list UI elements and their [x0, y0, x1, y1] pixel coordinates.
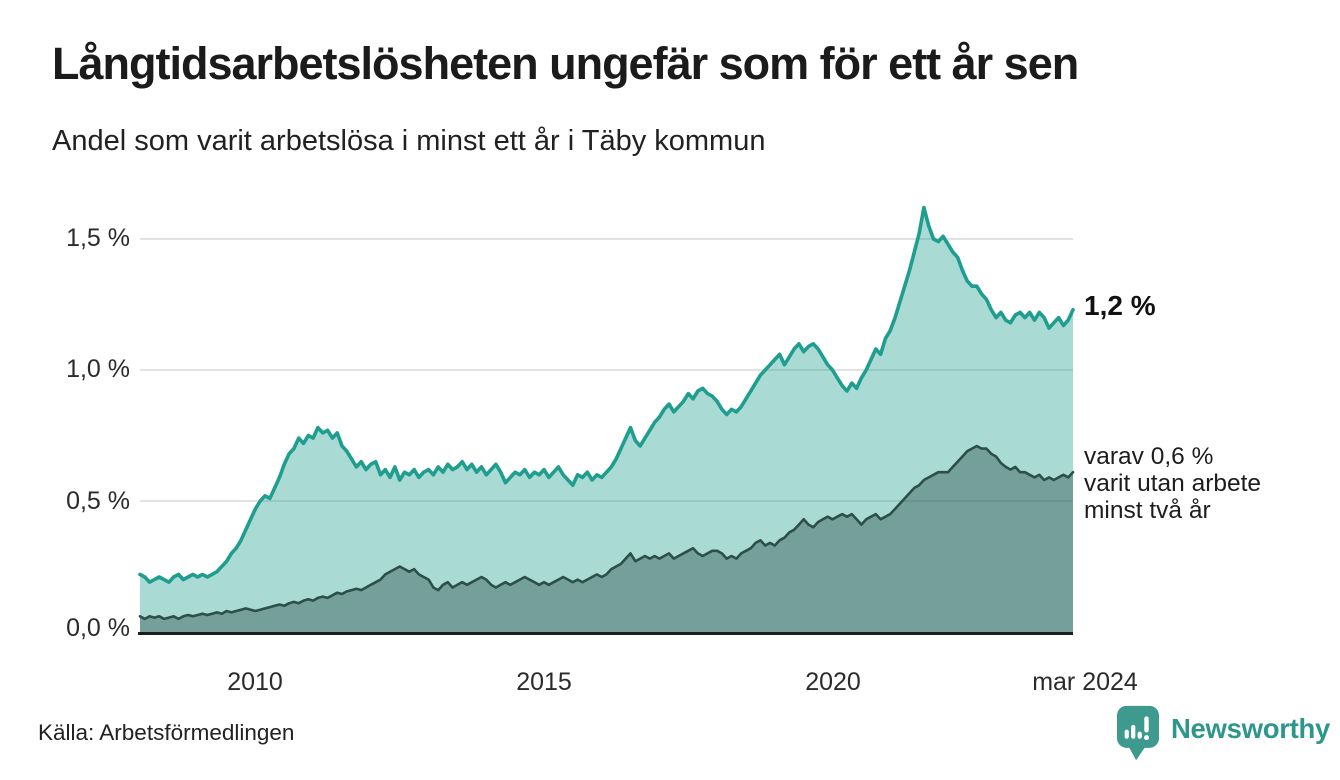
- y-axis-tick-05: 0,5 %: [66, 486, 130, 515]
- line-series-two-year: [138, 444, 1075, 621]
- secondary-series-annotation: varav 0,6 % varit utan arbete minst två …: [1084, 443, 1261, 524]
- x-axis-tick-2015: 2015: [516, 668, 572, 696]
- area-series-two-year: [140, 446, 1073, 632]
- page-subtitle: Andel som varit arbetslösa i minst ett å…: [52, 125, 766, 157]
- newsworthy-logo-icon: [1117, 705, 1159, 761]
- end-value-label: 1,2 %: [1084, 290, 1156, 321]
- newsworthy-logo-text: Newsworthy: [1171, 713, 1330, 744]
- y-axis-tick-10: 1,0 %: [66, 354, 130, 383]
- source-note: Källa: Arbetsförmedlingen: [38, 720, 295, 745]
- x-axis-tick-2010: 2010: [227, 668, 283, 696]
- page-title: Långtidsarbetslösheten ungefär som för e…: [52, 38, 1079, 89]
- x-axis-tick-mar-2024: mar 2024: [1032, 668, 1138, 696]
- secondary-annotation-line-1: varav 0,6 %: [1084, 443, 1214, 470]
- line-series-total: [138, 205, 1075, 584]
- secondary-annotation-line-3: minst två år: [1084, 497, 1211, 524]
- y-axis-tick-0: 0,0 %: [66, 613, 130, 642]
- newsworthy-logo: Newsworthy: [1117, 705, 1330, 765]
- area-series-total: [140, 207, 1073, 632]
- y-axis-tick-15: 1,5 %: [66, 223, 130, 252]
- secondary-annotation-line-2: varit utan arbete: [1084, 470, 1262, 497]
- x-axis-tick-2020: 2020: [805, 668, 861, 696]
